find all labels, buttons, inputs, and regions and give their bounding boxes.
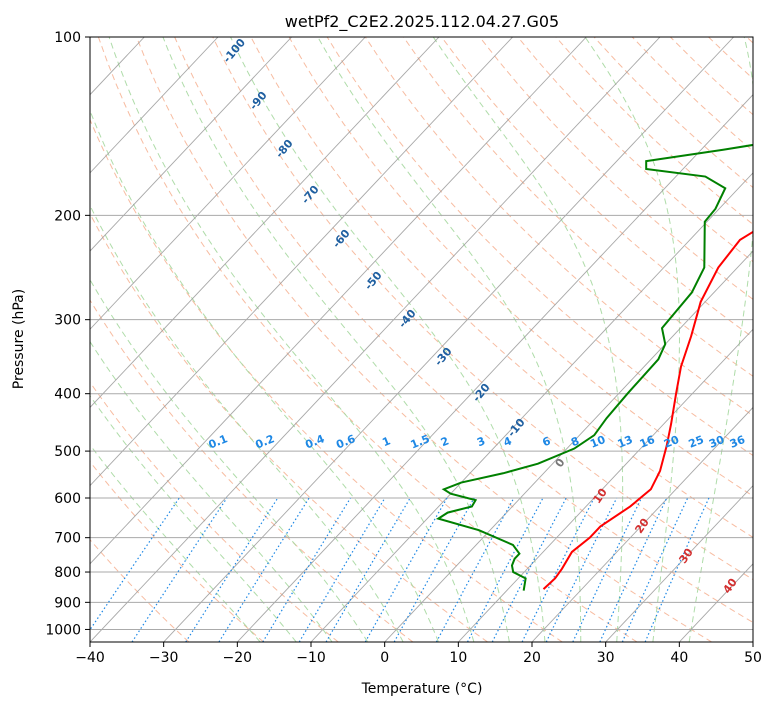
dry-adiabat-label: -20 xyxy=(470,381,493,405)
dry-adiabat-label: -30 xyxy=(432,345,455,369)
mixing-ratio-line xyxy=(132,498,227,642)
moist-adiabat xyxy=(318,37,581,642)
mixing-ratio-label: 0.4 xyxy=(303,432,326,451)
mixing-ratio-label: 25 xyxy=(687,433,706,451)
y-tick-label: 800 xyxy=(54,565,81,581)
y-tick-label: 1000 xyxy=(45,622,81,638)
x-tick-label: 20 xyxy=(523,650,541,666)
x-tick-label: −10 xyxy=(296,650,326,666)
x-tick-label: 30 xyxy=(597,650,615,666)
mixing-ratio-label: 8 xyxy=(569,434,581,449)
y-axis-label: Pressure (hPa) xyxy=(11,289,27,389)
mixing-ratio-label: 1 xyxy=(380,434,392,449)
y-tick-label: 200 xyxy=(54,208,81,224)
y-tick-label: 900 xyxy=(54,595,81,611)
dry-adiabat xyxy=(327,37,775,642)
moist-adiabat xyxy=(0,37,260,642)
y-tick-label: 400 xyxy=(54,387,81,403)
isotherm-label: 40 xyxy=(720,576,740,596)
chart-title: wetPf2_C2E2.2025.112.04.27.G05 xyxy=(285,12,559,32)
moist-adiabat xyxy=(109,37,474,642)
skewed-isotherm xyxy=(0,37,218,642)
moist-adiabat xyxy=(433,37,622,642)
dry-adiabat xyxy=(0,37,264,642)
moist-adiabat xyxy=(65,37,438,642)
x-tick-label: −40 xyxy=(75,650,105,666)
mixing-ratio-label: 0.2 xyxy=(253,432,276,451)
mixing-ratio-label: 2 xyxy=(439,434,451,449)
skewed-isotherm xyxy=(237,37,775,642)
y-tick-label: 100 xyxy=(54,30,81,46)
skewed-isotherm xyxy=(164,37,734,642)
y-tick-label: 700 xyxy=(54,531,81,547)
y-tick-label: 500 xyxy=(54,444,81,460)
skewed-isotherm xyxy=(311,37,775,642)
dry-adiabat xyxy=(403,37,775,642)
moist-adiabat xyxy=(0,37,296,642)
isotherm-label: 20 xyxy=(632,516,652,536)
moist-adiabat xyxy=(163,37,509,642)
mixing-ratio-label: 13 xyxy=(616,433,635,451)
mixing-ratio-label: 0.1 xyxy=(207,432,230,451)
dry-adiabat xyxy=(0,37,189,642)
dry-adiabat xyxy=(747,37,775,642)
dry-adiabat-label: -50 xyxy=(362,269,385,293)
isotherm-label: 0 xyxy=(553,456,568,470)
skewed-isotherm xyxy=(679,37,775,642)
skewed-isotherm xyxy=(385,37,775,642)
plot-frame xyxy=(90,37,753,642)
dry-adiabat-label: -80 xyxy=(273,137,296,161)
y-tick-label: 600 xyxy=(54,491,81,507)
mixing-ratio-line xyxy=(492,498,566,642)
skewed-isotherm xyxy=(0,37,365,642)
mixing-ratio-label: 3 xyxy=(475,434,487,449)
mixing-ratio-label: 6 xyxy=(541,434,553,449)
mixing-ratio-line xyxy=(263,498,351,642)
dry-adiabat xyxy=(632,37,775,642)
mixing-ratio-line xyxy=(82,498,179,642)
x-tick-label: 50 xyxy=(744,650,762,666)
x-tick-label: 40 xyxy=(670,650,688,666)
dry-adiabat xyxy=(98,37,637,642)
mixing-ratio-line xyxy=(546,498,616,642)
moist-adiabat xyxy=(28,37,403,642)
x-tick-label: −30 xyxy=(149,650,179,666)
y-tick-label: 300 xyxy=(54,313,81,329)
skewed-isotherm xyxy=(458,37,775,642)
moist-adiabat xyxy=(231,37,545,642)
mixing-ratio-label: 0.6 xyxy=(334,432,357,451)
dry-adiabat xyxy=(708,37,775,642)
x-tick-label: 10 xyxy=(449,650,467,666)
x-tick-label: 0 xyxy=(380,650,389,666)
dry-adiabat xyxy=(556,37,775,642)
x-axis-label: Temperature (°C) xyxy=(361,681,483,697)
x-tick-label: −20 xyxy=(223,650,253,666)
mixing-ratio-label: 36 xyxy=(728,433,747,451)
dry-adiabat xyxy=(251,37,775,642)
mixing-ratio-line xyxy=(436,498,513,642)
dewpoint-profile-line xyxy=(438,37,775,591)
skewed-isotherm xyxy=(532,37,775,642)
moist-adiabat xyxy=(689,37,757,642)
mixing-ratio-label: 30 xyxy=(707,433,726,451)
mixing-ratio-line xyxy=(326,498,410,642)
dry-adiabat xyxy=(480,37,775,642)
isotherm-label: 10 xyxy=(590,486,610,506)
moist-adiabat xyxy=(0,37,368,642)
mixing-ratio-line xyxy=(299,498,385,642)
skewed-isotherm xyxy=(753,37,775,642)
dry-adiabat xyxy=(518,37,775,642)
mixing-ratio-label: 16 xyxy=(638,433,657,451)
dry-adiabat-label: -100 xyxy=(220,36,248,66)
dry-adiabat xyxy=(22,37,488,642)
